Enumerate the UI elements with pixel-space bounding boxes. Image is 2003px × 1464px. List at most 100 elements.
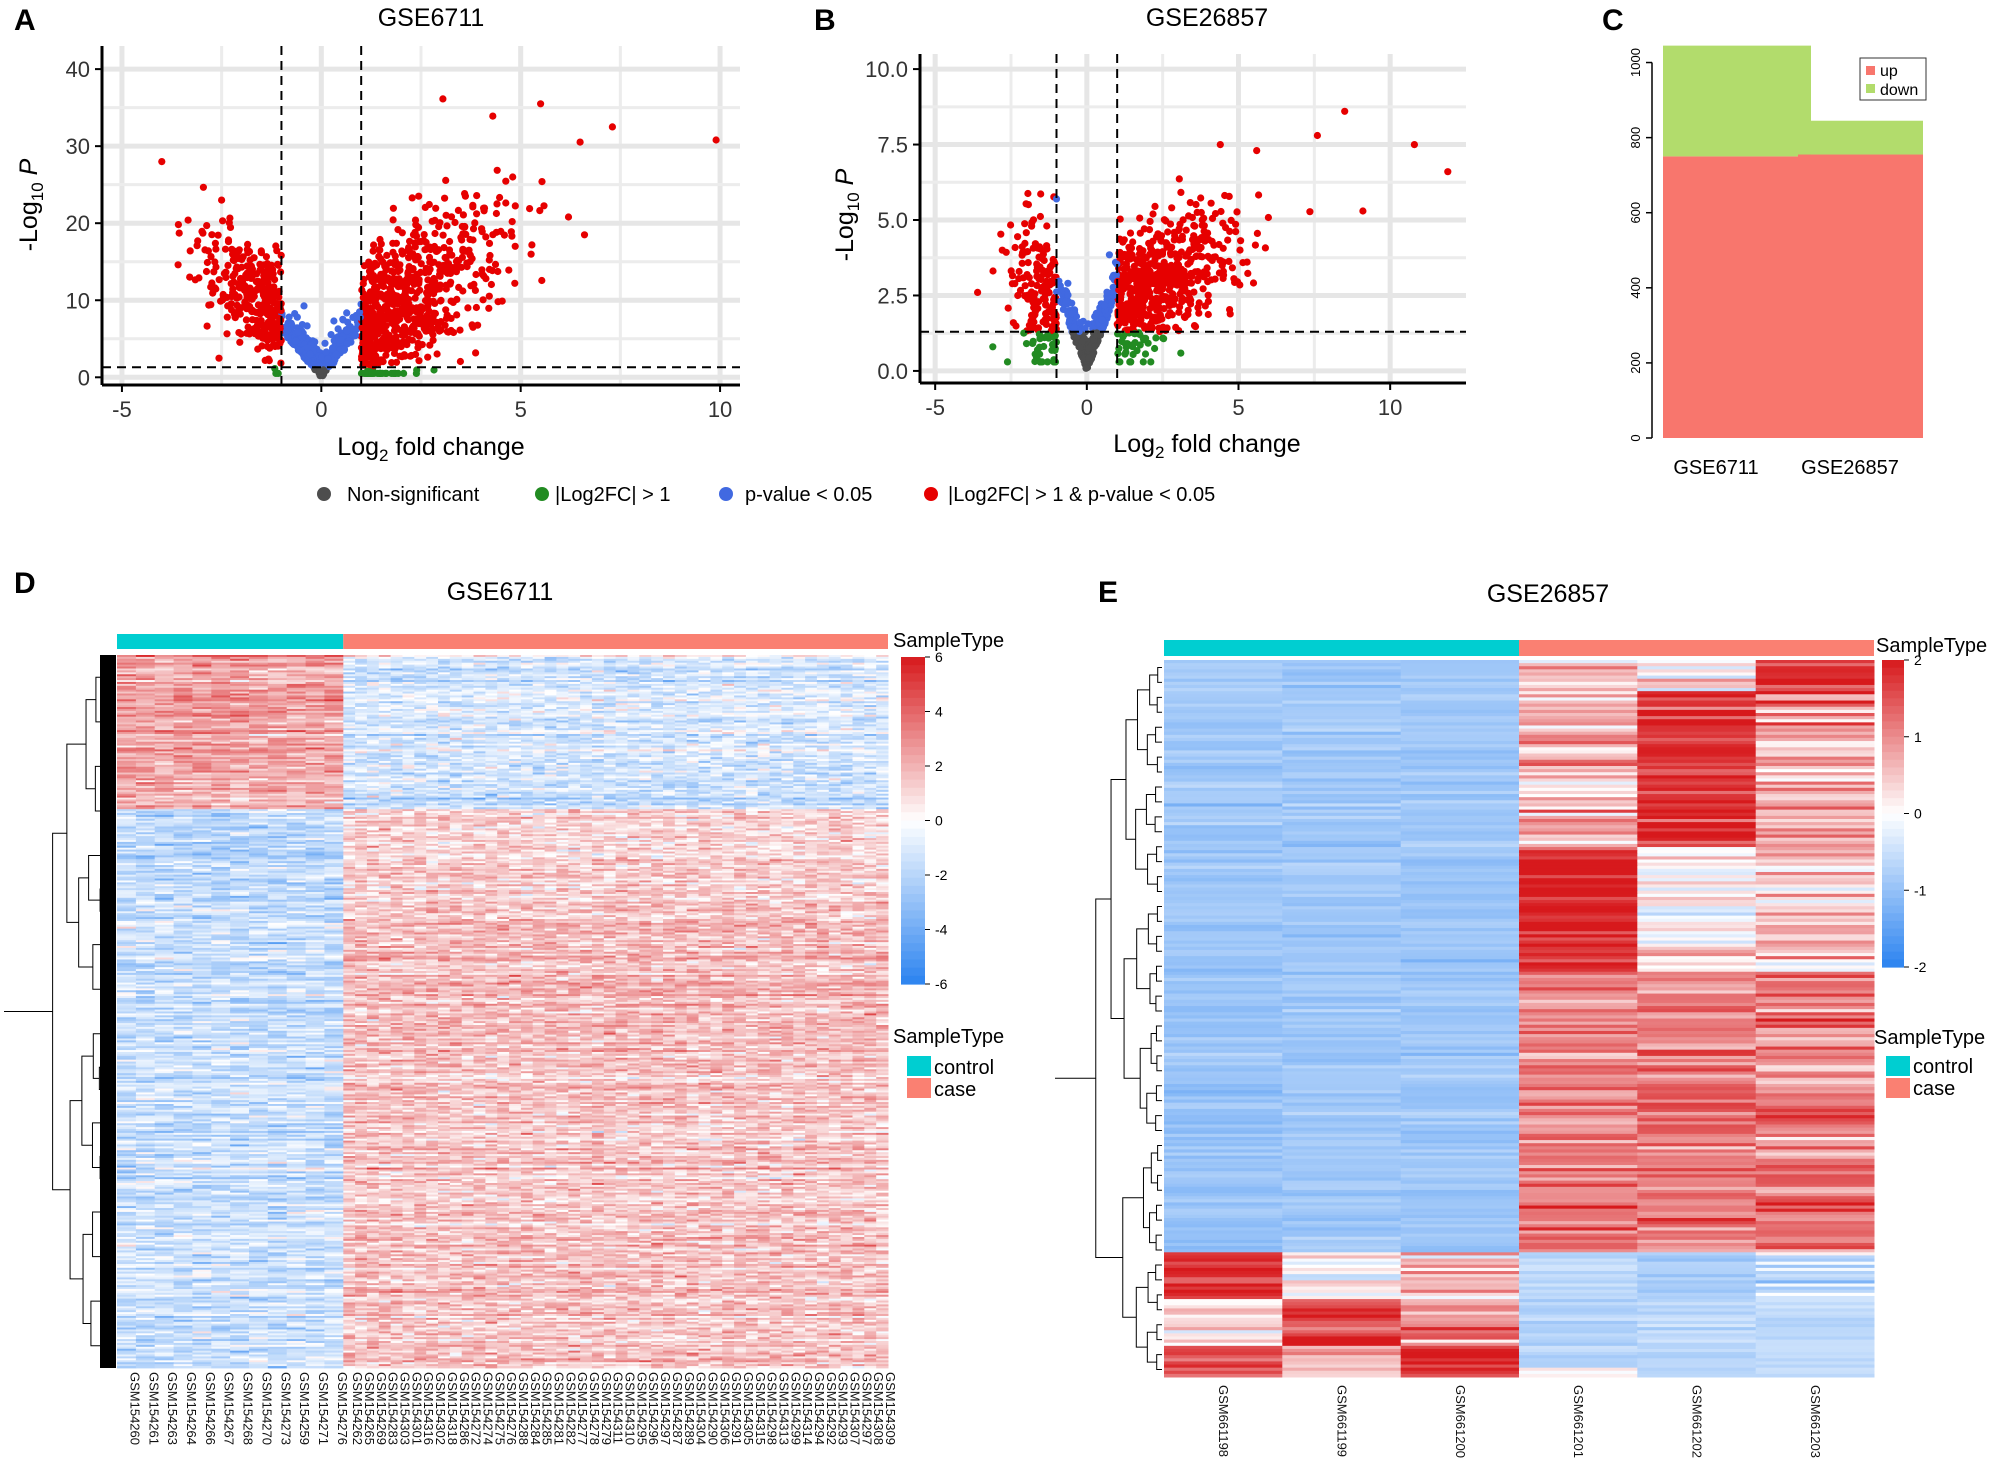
y-tick-label-3: 600 [1628,202,1643,224]
data-point [1204,310,1212,319]
data-point [293,313,301,321]
data-point [435,261,443,269]
data-point [1121,306,1129,314]
data-point [1037,245,1045,253]
data-point [1151,202,1159,210]
x-tick-label-2: 5 [515,397,527,422]
data-point [377,345,385,353]
data-point [1085,354,1093,362]
data-point [1184,260,1192,268]
data-point [1167,251,1175,259]
data-point [1028,222,1036,230]
data-point [1237,237,1245,245]
data-point [370,241,378,249]
data-point [1251,241,1259,249]
data-point [485,256,493,264]
data-point [195,274,203,282]
data-point [418,341,426,349]
data-point [1231,278,1239,286]
volcano-b-ylabel: -Log10 P [831,168,863,261]
data-point [284,326,292,334]
data-point [1207,199,1215,207]
data-point [227,300,235,308]
data-point [1187,269,1195,278]
data-point [412,318,420,326]
data-point [459,247,467,255]
data-point [1182,226,1190,234]
data-point [1228,264,1236,272]
legend-label-both: |Log2FC| > 1 & p-value < 0.05 [948,484,1215,506]
data-point [248,265,256,273]
data-point [1145,226,1154,234]
bar-up-GSE26857 [1798,154,1923,439]
x-tick-label-0: -5 [112,397,132,422]
data-point [400,351,408,359]
data-point [207,253,215,261]
data-point [468,255,476,263]
data-point [246,256,254,264]
data-point [1243,258,1251,266]
data-point [424,291,432,300]
data-point [1024,189,1032,198]
data-point [1100,301,1109,310]
data-point [265,357,273,365]
data-point [464,304,472,312]
data-point [271,342,279,351]
data-point [258,342,266,350]
data-point [1168,269,1176,277]
data-point [194,237,202,245]
data-point [1444,168,1452,176]
data-point [1137,268,1145,276]
data-point [1021,220,1029,228]
data-point [389,239,397,247]
data-point [1029,216,1038,224]
data-point [528,241,536,249]
data-point [1122,343,1130,351]
data-point [1159,323,1167,331]
data-point [509,173,517,181]
data-point [471,286,479,294]
data-point [261,328,269,336]
data-point [1137,316,1145,324]
data-point [1216,141,1224,149]
data-point [1201,302,1209,310]
data-point [442,211,450,219]
data-point [1025,273,1033,282]
data-point [1046,281,1054,289]
data-point [1022,340,1031,348]
data-point [1003,358,1012,366]
data-point [472,270,480,279]
data-point [1092,309,1100,317]
data-point [357,369,366,377]
volcano-a-xlabel: Log2 fold change [337,433,524,465]
panel-label-d: D [14,567,36,600]
data-point [1036,212,1044,221]
data-point [398,305,406,313]
panel-label-b: B [814,4,836,37]
y-tick-label-3: 30 [66,134,90,159]
data-point [1219,274,1227,282]
data-point [417,237,425,246]
data-point [1032,353,1041,361]
data-point [1031,240,1039,248]
data-point [1136,229,1144,237]
data-point [1022,200,1030,208]
data-point [1126,229,1135,237]
data-point [436,282,444,290]
data-point [215,276,223,284]
data-point [207,301,215,309]
data-point [1139,252,1147,260]
data-point [1149,210,1157,218]
data-point [456,357,464,366]
y-tick-label-5: 1000 [1628,48,1643,77]
data-point [1098,316,1106,324]
data-point [1009,319,1018,327]
data-point [252,327,260,335]
x-tick-label-2: 5 [1232,395,1244,420]
data-point [419,316,427,324]
data-point [237,330,245,338]
data-point [343,309,351,317]
data-point [540,202,548,210]
data-point [1157,236,1165,245]
data-point [454,206,462,214]
